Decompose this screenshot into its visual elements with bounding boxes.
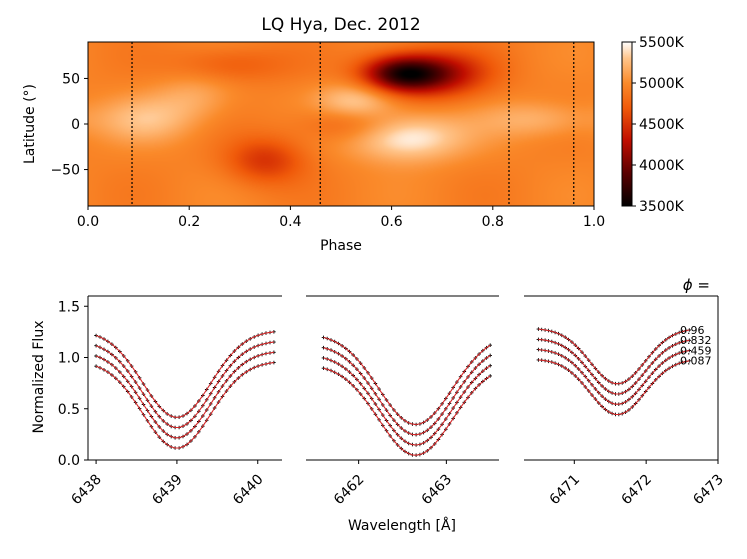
map-title: LQ Hya, Dec. 2012: [261, 15, 420, 35]
profile-panel: 6471 6472 6473: [524, 295, 727, 509]
map-x-label: Phase: [320, 238, 362, 254]
profile-y-tick-label: 1.0: [58, 351, 80, 367]
colorbar: 5500K 5000K 4500K 4000K 3500K: [621, 35, 685, 215]
map-y-tick-label: −50: [50, 163, 80, 179]
map-x-tick-label: 0.4: [279, 214, 301, 230]
profile-panel: 6438 6439 6440: [68, 295, 282, 509]
observed-profile-markers: [536, 358, 692, 417]
temperature-map-image: [88, 42, 594, 206]
model-profile-line: [95, 351, 274, 439]
map-x-tick-label: 1.0: [583, 214, 605, 230]
model-profile-line: [95, 362, 274, 449]
map-y-tick-label: 50: [62, 71, 80, 87]
profile-x-tick-label: 6440: [230, 472, 267, 509]
profile-y-tick-label: 0.0: [58, 453, 80, 469]
colorbar-tick-label: 5000K: [639, 76, 685, 92]
model-profile-line: [323, 357, 491, 446]
profile-x-label: Wavelength [Å]: [348, 517, 456, 534]
phase-legend-label: 0.459: [680, 344, 712, 357]
colorbar-tick-label: 4500K: [639, 117, 685, 133]
profile-panel: 6462 6463: [306, 295, 499, 509]
phase-legend-label: 0.087: [680, 355, 712, 368]
model-profile-line: [538, 338, 690, 395]
phase-legend-label: 0.832: [680, 334, 712, 347]
colorbar-gradient: [621, 41, 633, 207]
observed-profile-markers: [536, 327, 692, 386]
observed-profile-markers: [536, 347, 692, 406]
profile-y-label: Normalized Flux: [31, 321, 47, 434]
model-profile-line: [95, 341, 274, 429]
colorbar-tick-label: 5500K: [639, 35, 685, 51]
map-x-tick-label: 0.2: [178, 214, 200, 230]
model-profile-line: [538, 359, 690, 416]
profile-y-tick-label: 0.5: [58, 402, 80, 418]
profile-y-axis: 0.0 0.5 1.0 1.5: [58, 299, 88, 469]
model-profile-line: [538, 349, 690, 405]
colorbar-ticks: 5500K 5000K 4500K 4000K 3500K: [632, 35, 685, 215]
map-y-axis: 50 0 −50: [50, 71, 88, 179]
model-profile-line: [323, 367, 491, 456]
profile-y-tick-label: 1.5: [58, 299, 80, 315]
map-x-tick-label: 0.6: [380, 214, 402, 230]
line-profile-panels: 6438 6439 6440 6462 6463 6471 6472 6473: [68, 295, 727, 509]
observed-phase-lines: [131, 42, 575, 206]
observed-profile-markers: [536, 337, 692, 396]
map-x-axis: 0.0 0.2 0.4 0.6 0.8 1.0: [77, 206, 605, 230]
model-profile-line: [323, 347, 491, 436]
model-profile-line: [538, 328, 690, 385]
map-y-tick-label: 0: [71, 117, 80, 133]
model-profile-line: [95, 331, 274, 418]
map-y-label: Latitude (°): [22, 84, 38, 164]
map-x-tick-label: 0.8: [482, 214, 504, 230]
profile-x-tick-label: 6463: [419, 472, 456, 509]
colorbar-tick-label: 4000K: [639, 158, 685, 174]
phase-legend-label: 0.96: [680, 324, 705, 337]
profile-x-tick-label: 6462: [331, 472, 368, 509]
profile-x-tick-label: 6472: [618, 472, 655, 509]
temperature-map: [88, 42, 594, 206]
profile-x-tick-label: 6438: [68, 472, 105, 509]
colorbar-tick-label: 3500K: [639, 199, 685, 215]
map-x-tick-label: 0.0: [77, 214, 99, 230]
profile-x-tick-label: 6471: [547, 472, 584, 509]
phase-header: ϕ =: [683, 276, 710, 294]
model-profile-line: [323, 336, 491, 426]
profile-x-tick-label: 6439: [149, 472, 186, 509]
profile-x-tick-label: 6473: [690, 472, 727, 509]
